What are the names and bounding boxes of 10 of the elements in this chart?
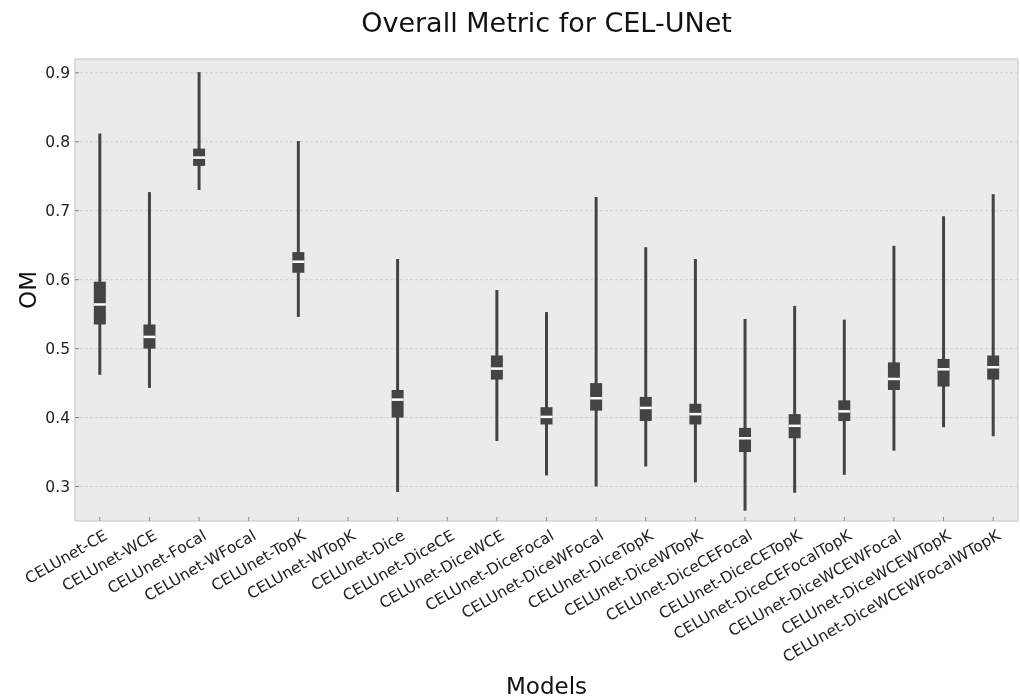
y-tick-label: 0.4 [45,408,70,427]
y-tick-label: 0.8 [45,132,70,151]
y-tick-label: 0.6 [45,270,70,289]
y-axis-title: OM [15,271,41,309]
y-tick-label: 0.5 [45,339,70,358]
chart-title: Overall Metric for CEL-UNet [361,6,732,38]
x-axis-title: Models [505,673,588,699]
y-tick-label: 0.7 [45,201,70,220]
y-tick-label: 0.9 [45,63,70,82]
y-tick-label: 0.3 [45,477,70,496]
